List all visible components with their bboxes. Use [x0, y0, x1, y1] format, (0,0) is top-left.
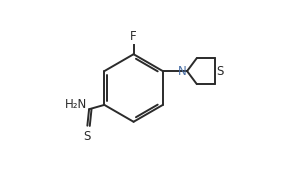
Text: S: S: [216, 65, 223, 78]
Text: S: S: [84, 130, 91, 143]
Text: N: N: [177, 65, 186, 78]
Text: H₂N: H₂N: [65, 98, 87, 111]
Text: F: F: [130, 30, 137, 43]
